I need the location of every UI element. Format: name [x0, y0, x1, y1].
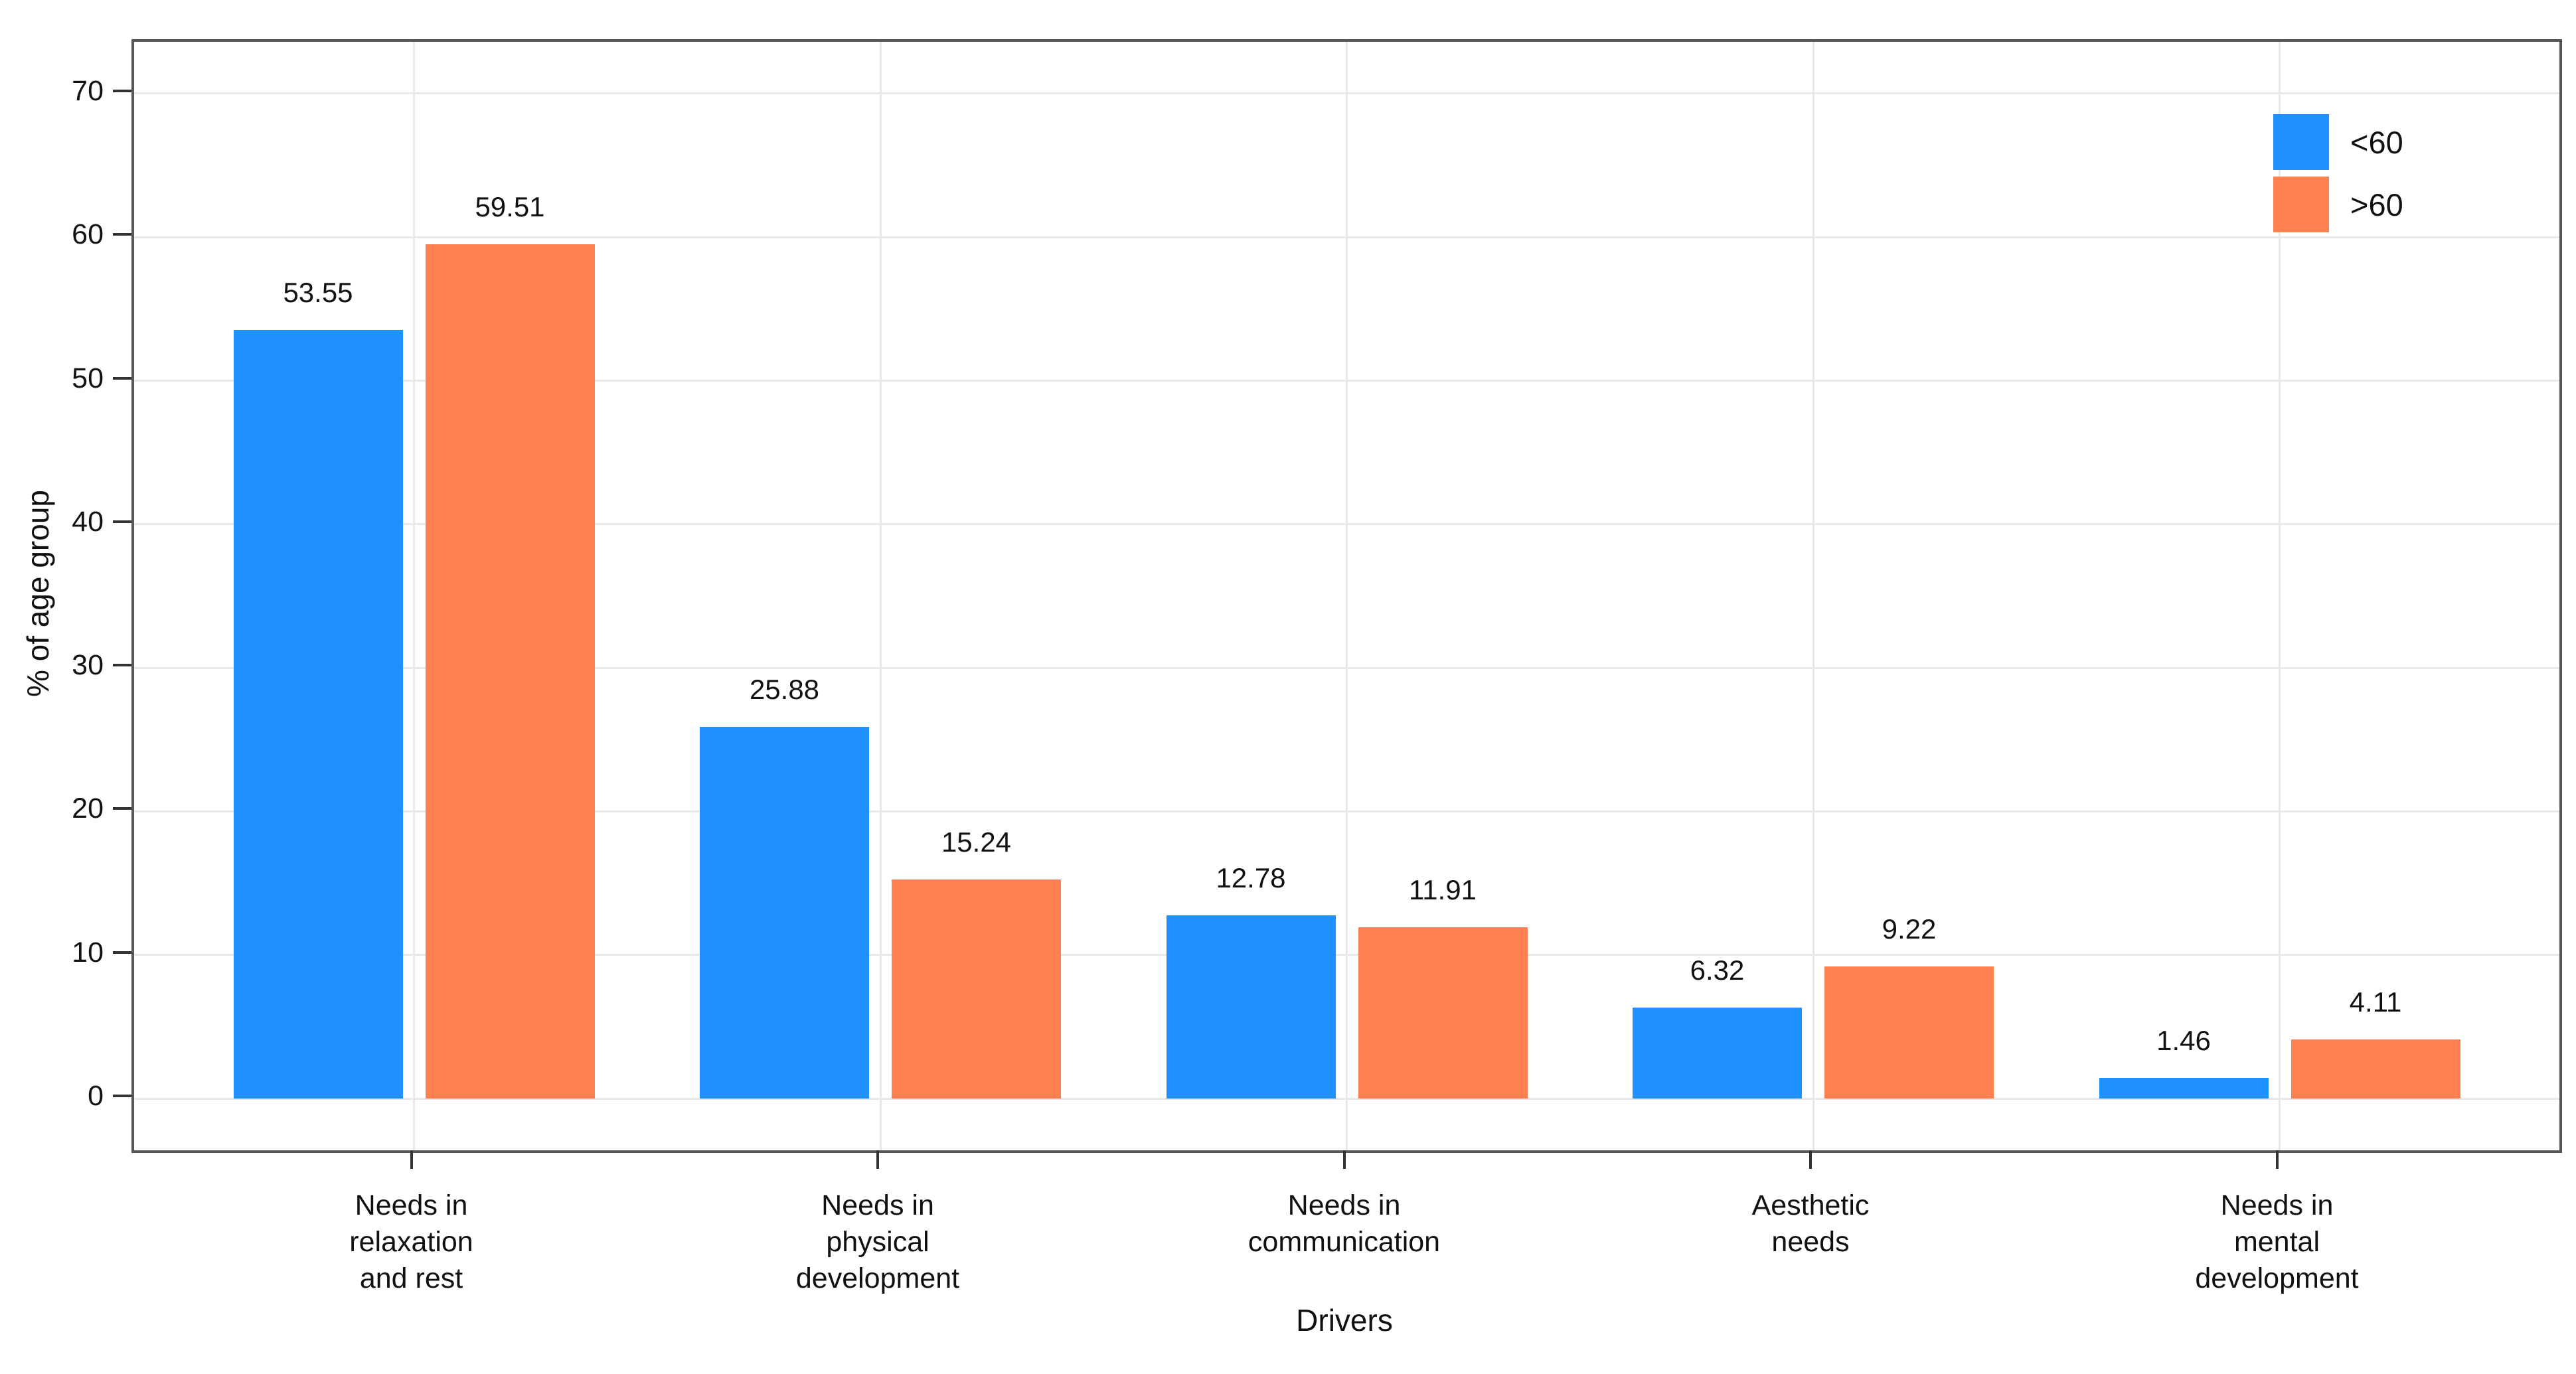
legend-item-<60: <60 [2273, 114, 2403, 170]
gridline-vertical [1346, 42, 1348, 1150]
bar-value-label: 59.51 [475, 191, 545, 222]
legend-item->60: >60 [2273, 177, 2403, 232]
y-axis-tick [113, 520, 131, 523]
category-label-line: and rest [359, 1262, 463, 1294]
y-axis-tick-label: 0 [88, 1080, 104, 1112]
category-label-line: needs [1771, 1226, 1850, 1258]
bar-<60-4 [1633, 1008, 1802, 1099]
y-axis-tick [113, 376, 131, 380]
y-axis-tick-label: 70 [72, 74, 104, 107]
bar->60-3 [1358, 927, 1528, 1099]
y-axis-tick-label: 40 [72, 505, 104, 538]
bar-value-label: 4.11 [2349, 986, 2402, 1018]
bar-value-label: 11.91 [1409, 874, 1477, 906]
y-axis-tick [113, 89, 131, 92]
y-axis-tick-label: 50 [72, 362, 104, 394]
category-label-line: Needs in [355, 1189, 468, 1221]
y-axis-tick [113, 807, 131, 810]
y-axis-tick [113, 951, 131, 954]
category-label-line: Aesthetic [1751, 1189, 1870, 1221]
category-label-line: relaxation [349, 1226, 473, 1258]
bar->60-1 [425, 244, 595, 1099]
y-axis-title: % of age group [21, 490, 55, 698]
x-axis-category-label: Needs in relaxation and rest [206, 1187, 617, 1297]
y-axis-tick-label: 20 [72, 793, 104, 825]
bar-value-label: 6.32 [1690, 954, 1745, 986]
bar-value-label: 9.22 [1882, 913, 1937, 945]
bar-<60-3 [1166, 915, 1336, 1099]
gridline-vertical [2279, 42, 2281, 1150]
category-label-line: development [795, 1262, 960, 1294]
bar-value-label: 53.55 [283, 276, 353, 308]
y-axis-tick [113, 664, 131, 667]
category-label-line: communication [1248, 1226, 1441, 1258]
y-axis-tick-label: 60 [72, 218, 104, 251]
bar-value-label: 12.78 [1216, 862, 1286, 893]
bar-value-label: 15.24 [941, 826, 1012, 858]
x-axis-category-label: Needs in communication [1139, 1187, 1550, 1260]
x-axis-category-label: Needs in physical development [672, 1187, 1084, 1297]
gridline-vertical [879, 42, 882, 1150]
category-label-line: development [2195, 1262, 2359, 1294]
bar->60-2 [892, 879, 1061, 1099]
category-label-line: Needs in [2220, 1189, 2334, 1221]
y-axis-tick-label: 10 [72, 936, 104, 968]
gridline-vertical [1812, 42, 1814, 1150]
x-axis-tick [876, 1150, 879, 1169]
category-label-line: physical [826, 1226, 929, 1258]
bar-value-label: 25.88 [749, 674, 820, 706]
gridline-vertical [413, 42, 415, 1150]
legend: <60 >60 [2273, 114, 2403, 232]
x-axis-category-label: Aesthetic needs [1605, 1187, 2016, 1260]
bar-<60-1 [233, 329, 403, 1099]
bar-<60-2 [700, 727, 869, 1099]
y-axis-tick [113, 233, 131, 236]
bar->60-4 [1824, 966, 1994, 1099]
x-axis-title: Drivers [1296, 1303, 1393, 1337]
bar-value-label: 1.46 [2156, 1024, 2211, 1056]
plot-panel: 53.55 25.88 12.78 6.32 1.46 59.51 15.24 11.91 9.… [131, 39, 2562, 1153]
legend-item-label: >60 [2350, 187, 2403, 222]
x-axis-tick [410, 1150, 413, 1169]
legend-key-swatch [2273, 177, 2329, 232]
x-axis-tick [2275, 1150, 2279, 1169]
bar->60-5 [2291, 1039, 2460, 1099]
bar-<60-5 [2099, 1077, 2269, 1099]
y-axis-tick-label: 30 [72, 649, 104, 682]
legend-item-label: <60 [2350, 124, 2403, 160]
x-axis-tick [1342, 1150, 1346, 1169]
x-axis-tick [1809, 1150, 1812, 1169]
category-label-line: mental [2233, 1226, 2320, 1258]
legend-key-swatch [2273, 114, 2329, 170]
category-label-line: Needs in [1287, 1189, 1401, 1221]
category-label-line: Needs in [821, 1189, 934, 1221]
y-axis-tick [113, 1095, 131, 1098]
x-axis-category-label: Needs in mental development [2071, 1187, 2483, 1297]
